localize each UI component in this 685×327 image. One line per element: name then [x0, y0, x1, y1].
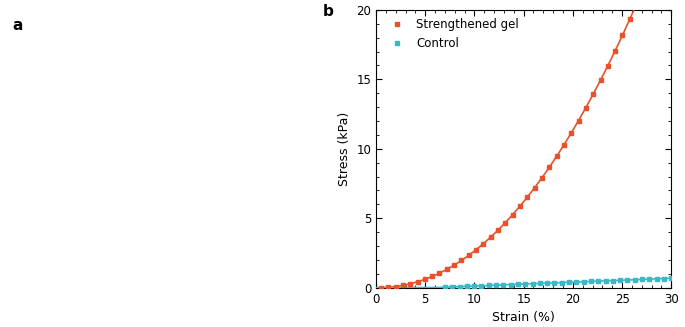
- Strengthened gel: [406, 282, 414, 286]
- Strengthened gel: [443, 267, 451, 271]
- Control: [440, 285, 449, 289]
- Strengthened gel: [538, 176, 546, 180]
- Control: [448, 285, 456, 289]
- Control: [653, 277, 661, 281]
- Strengthened gel: [486, 235, 495, 239]
- Strengthened gel: [575, 119, 583, 123]
- Control: [587, 280, 595, 284]
- Strengthened gel: [603, 64, 612, 68]
- Strengthened gel: [391, 284, 399, 288]
- Strengthened gel: [530, 186, 538, 190]
- Strengthened gel: [464, 253, 473, 257]
- Control: [528, 282, 536, 286]
- Control: [601, 279, 610, 283]
- Strengthened gel: [545, 165, 553, 169]
- Control: [470, 284, 478, 288]
- Control: [616, 278, 624, 282]
- Control: [499, 283, 508, 287]
- Strengthened gel: [450, 263, 458, 267]
- Control: [667, 276, 675, 280]
- Control: [638, 277, 646, 281]
- Control: [521, 282, 530, 286]
- Text: b: b: [323, 4, 334, 19]
- Strengthened gel: [523, 195, 532, 199]
- Control: [660, 277, 668, 281]
- Legend: Strengthened gel, Control: Strengthened gel, Control: [382, 16, 521, 52]
- Control: [456, 285, 464, 289]
- Control: [462, 284, 471, 288]
- Strengthened gel: [611, 49, 619, 53]
- Strengthened gel: [458, 259, 466, 263]
- Text: a: a: [13, 18, 23, 33]
- Control: [514, 282, 522, 286]
- Strengthened gel: [436, 271, 444, 275]
- Control: [492, 283, 500, 287]
- Strengthened gel: [582, 106, 590, 110]
- Strengthened gel: [508, 213, 516, 216]
- Strengthened gel: [399, 284, 407, 287]
- Strengthened gel: [377, 286, 385, 290]
- Strengthened gel: [479, 242, 488, 246]
- Control: [550, 281, 558, 285]
- Control: [623, 278, 632, 282]
- Control: [565, 280, 573, 284]
- Strengthened gel: [428, 274, 436, 278]
- Line: Control: Control: [443, 276, 674, 290]
- Strengthened gel: [516, 204, 524, 208]
- Line: Strengthened gel: Strengthened gel: [379, 0, 669, 290]
- Strengthened gel: [633, 1, 641, 5]
- Strengthened gel: [501, 221, 510, 225]
- Strengthened gel: [421, 277, 429, 281]
- Y-axis label: Stress (kPa): Stress (kPa): [338, 112, 351, 186]
- Strengthened gel: [597, 78, 605, 82]
- Strengthened gel: [619, 33, 627, 37]
- Control: [484, 284, 493, 287]
- Control: [580, 280, 588, 284]
- Control: [645, 277, 653, 281]
- Strengthened gel: [384, 285, 393, 289]
- Strengthened gel: [553, 154, 561, 158]
- Strengthened gel: [414, 280, 422, 284]
- Control: [572, 280, 580, 284]
- Control: [558, 281, 566, 284]
- Control: [477, 284, 486, 288]
- Control: [631, 278, 639, 282]
- Strengthened gel: [567, 131, 575, 135]
- Strengthened gel: [589, 92, 597, 96]
- Control: [506, 283, 514, 286]
- Strengthened gel: [625, 17, 634, 21]
- Control: [543, 281, 551, 285]
- Control: [609, 279, 617, 283]
- Strengthened gel: [560, 143, 568, 147]
- Strengthened gel: [472, 248, 480, 252]
- Strengthened gel: [494, 228, 502, 232]
- Control: [594, 279, 602, 283]
- X-axis label: Strain (%): Strain (%): [493, 311, 555, 324]
- Control: [536, 282, 544, 285]
